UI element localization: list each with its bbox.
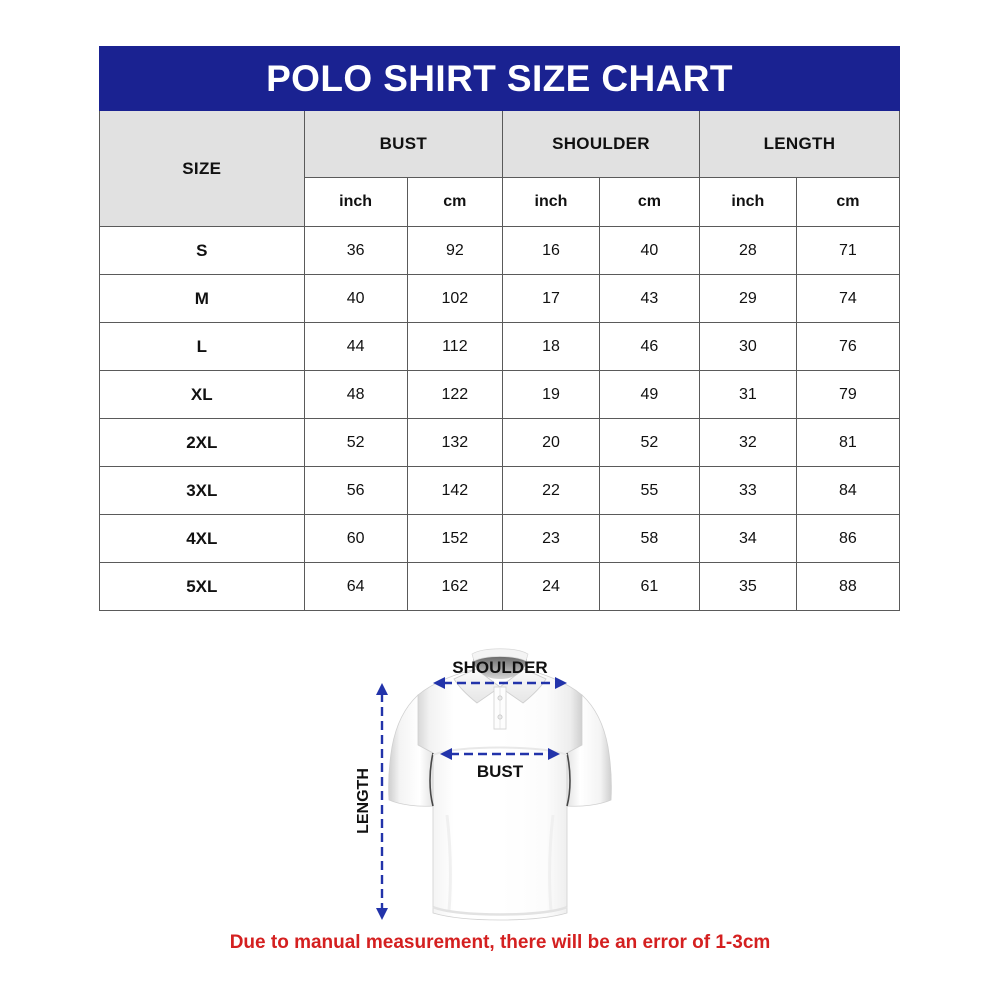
cell-length-inch: 33 (698, 466, 797, 515)
table-row: 5XL 64 162 24 61 35 88 (99, 562, 901, 611)
cell-size: 4XL (99, 514, 305, 563)
cell-bust-cm: 162 (406, 562, 504, 611)
cell-shoulder-inch: 19 (502, 370, 600, 419)
cell-shoulder-inch: 24 (502, 562, 600, 611)
polo-shirt-diagram: SHOULDER BUST LENGTH (355, 625, 645, 925)
unit-header-row: inch cm inch cm inch cm (100, 177, 901, 227)
cell-bust-cm: 122 (406, 370, 504, 419)
cell-shoulder-inch: 23 (502, 514, 600, 563)
unit-length-cm: cm (795, 177, 901, 227)
cell-length-inch: 32 (698, 418, 797, 467)
cell-length-cm: 84 (795, 466, 901, 515)
unit-bust-inch: inch (303, 177, 408, 227)
cell-bust-cm: 92 (406, 226, 504, 275)
size-chart-table: POLO SHIRT SIZE CHART SIZE BUST SHOULDER… (99, 46, 901, 611)
cell-size: 5XL (99, 562, 305, 611)
cell-shoulder-inch: 20 (502, 418, 600, 467)
page-title: POLO SHIRT SIZE CHART (99, 46, 900, 111)
cell-size: 2XL (99, 418, 305, 467)
table-row: XL 48 122 19 49 31 79 (99, 370, 901, 419)
cell-length-inch: 29 (698, 274, 797, 323)
bust-label: BUST (477, 762, 524, 781)
cell-length-inch: 28 (698, 226, 797, 275)
cell-bust-inch: 52 (303, 418, 408, 467)
cell-bust-inch: 48 (303, 370, 408, 419)
column-header-shoulder: SHOULDER (502, 110, 700, 178)
cell-bust-cm: 102 (406, 274, 504, 323)
unit-shoulder-cm: cm (598, 177, 700, 227)
column-header-bust: BUST (303, 110, 504, 178)
unit-bust-cm: cm (406, 177, 504, 227)
length-label: LENGTH (355, 768, 372, 834)
cell-shoulder-cm: 40 (598, 226, 700, 275)
cell-shoulder-cm: 52 (598, 418, 700, 467)
cell-bust-inch: 40 (303, 274, 408, 323)
cell-bust-inch: 44 (303, 322, 408, 371)
shoulder-label: SHOULDER (452, 658, 547, 677)
cell-shoulder-cm: 61 (598, 562, 700, 611)
cell-shoulder-inch: 16 (502, 226, 600, 275)
table-row: 3XL 56 142 22 55 33 84 (99, 466, 901, 515)
cell-bust-cm: 142 (406, 466, 504, 515)
cell-length-cm: 86 (795, 514, 901, 563)
cell-length-cm: 88 (795, 562, 901, 611)
column-header-size: SIZE (99, 110, 305, 227)
cell-size: L (99, 322, 305, 371)
cell-bust-cm: 132 (406, 418, 504, 467)
cell-bust-inch: 60 (303, 514, 408, 563)
cell-length-cm: 79 (795, 370, 901, 419)
cell-length-inch: 34 (698, 514, 797, 563)
cell-size: 3XL (99, 466, 305, 515)
cell-shoulder-cm: 58 (598, 514, 700, 563)
cell-shoulder-inch: 22 (502, 466, 600, 515)
bust-measure-arrow (440, 748, 560, 760)
cell-length-inch: 31 (698, 370, 797, 419)
shirt-body-graphic (388, 648, 612, 921)
length-measure-arrow (376, 683, 388, 920)
cell-size: S (99, 226, 305, 275)
cell-length-cm: 74 (795, 274, 901, 323)
table-row: S 36 92 16 40 28 71 (99, 226, 901, 275)
cell-bust-cm: 112 (406, 322, 504, 371)
cell-bust-inch: 36 (303, 226, 408, 275)
table-row: 2XL 52 132 20 52 32 81 (99, 418, 901, 467)
cell-length-cm: 71 (795, 226, 901, 275)
column-header-length: LENGTH (698, 110, 901, 178)
measurement-disclaimer-note: Due to manual measurement, there will be… (229, 932, 771, 953)
cell-size: XL (99, 370, 305, 419)
cell-bust-inch: 64 (303, 562, 408, 611)
cell-length-cm: 81 (795, 418, 901, 467)
table-row: 4XL 60 152 23 58 34 86 (99, 514, 901, 563)
table-row: L 44 112 18 46 30 76 (99, 322, 901, 371)
cell-shoulder-inch: 17 (502, 274, 600, 323)
cell-length-inch: 35 (698, 562, 797, 611)
cell-bust-inch: 56 (303, 466, 408, 515)
cell-length-inch: 30 (698, 322, 797, 371)
group-header-row: SIZE BUST SHOULDER LENGTH (99, 110, 901, 227)
cell-shoulder-cm: 46 (598, 322, 700, 371)
unit-shoulder-inch: inch (502, 177, 600, 227)
cell-shoulder-inch: 18 (502, 322, 600, 371)
cell-size: M (99, 274, 305, 323)
table-row: M 40 102 17 43 29 74 (99, 274, 901, 323)
chart-title-row: POLO SHIRT SIZE CHART (99, 46, 900, 111)
shoulder-measure-arrow (433, 677, 567, 689)
unit-length-inch: inch (698, 177, 797, 227)
cell-shoulder-cm: 55 (598, 466, 700, 515)
cell-length-cm: 76 (795, 322, 901, 371)
cell-bust-cm: 152 (406, 514, 504, 563)
cell-shoulder-cm: 43 (598, 274, 700, 323)
cell-shoulder-cm: 49 (598, 370, 700, 419)
